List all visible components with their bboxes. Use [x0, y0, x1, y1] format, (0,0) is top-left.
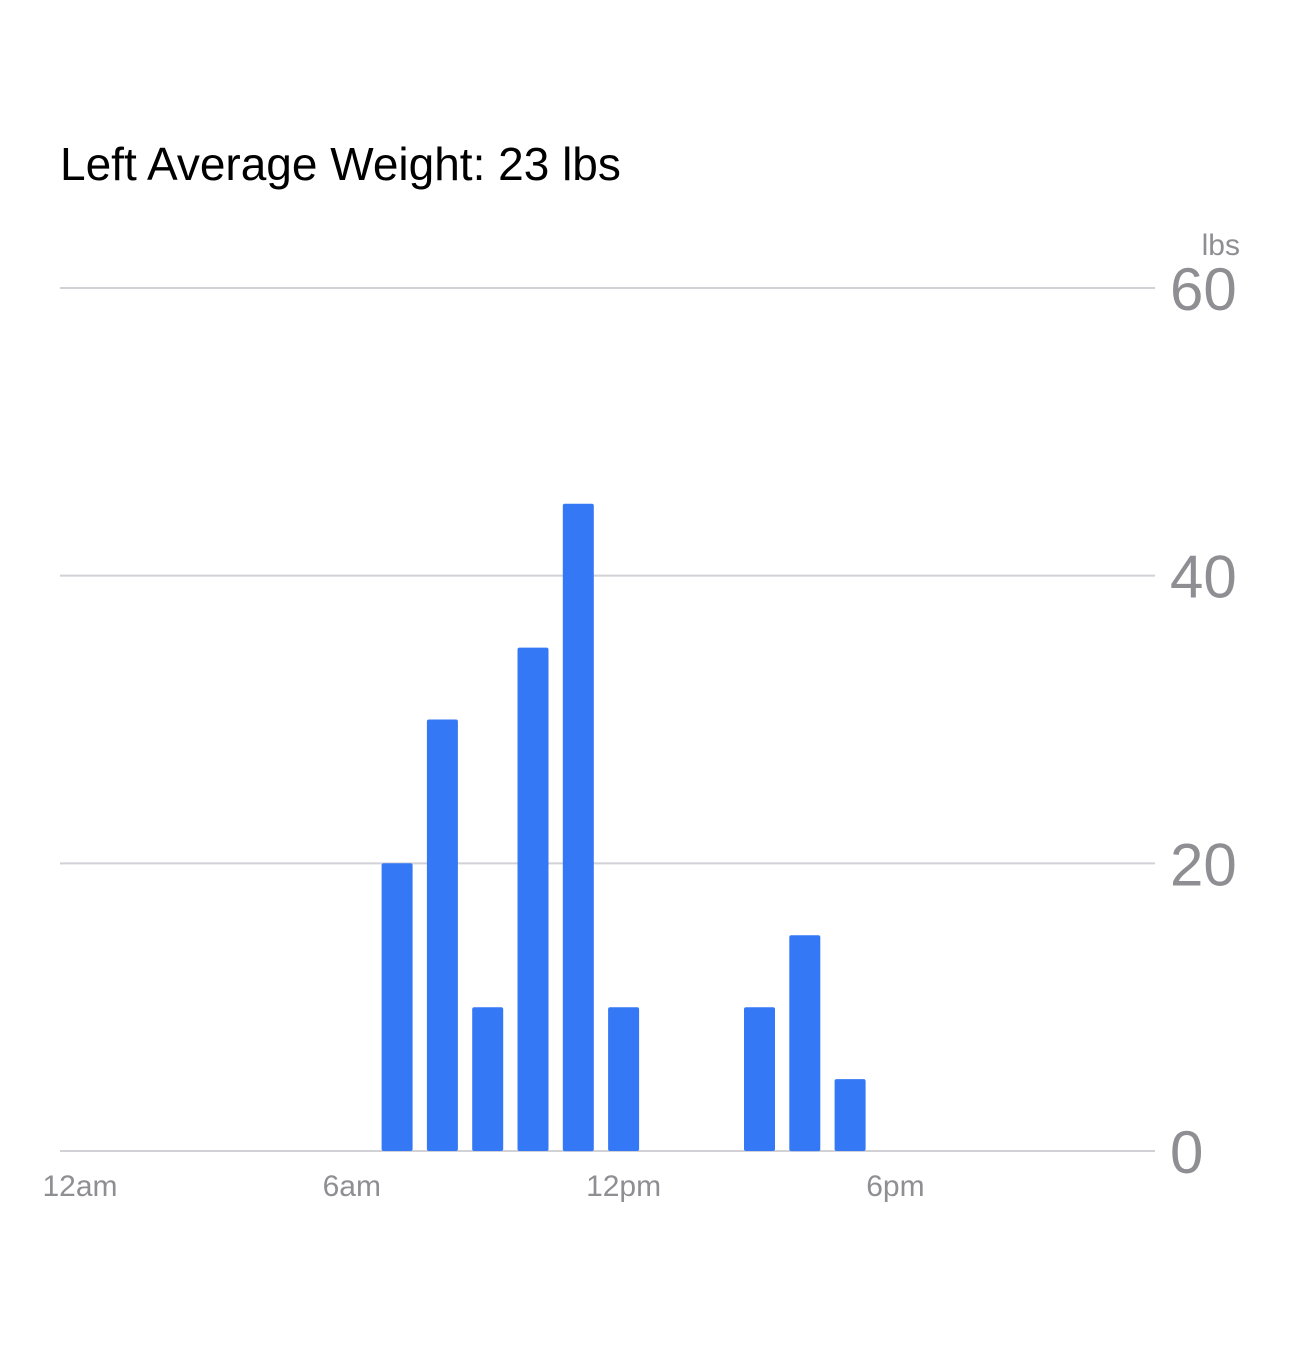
x-tick-label: 12am — [42, 1170, 117, 1203]
x-tick-label: 12pm — [586, 1170, 661, 1203]
chart-title: Left Average Weight: 23 lbs — [60, 138, 621, 190]
bar — [472, 1007, 504, 1151]
y-axis-ticks: 0 20 40 60 — [1170, 256, 1237, 1186]
y-tick-label: 60 — [1170, 256, 1237, 323]
bar — [789, 935, 821, 1152]
y-axis-unit-label: lbs — [1202, 229, 1240, 262]
bar — [608, 1007, 640, 1151]
y-tick-label: 40 — [1170, 544, 1237, 611]
bar — [744, 1007, 775, 1151]
bar — [517, 647, 549, 1151]
grid-lines — [60, 287, 1155, 1152]
bars — [381, 503, 866, 1152]
y-tick-label: 0 — [1170, 1119, 1203, 1186]
bar — [426, 719, 458, 1151]
bar — [562, 503, 594, 1152]
x-axis-ticks: 12am 6am 12pm 6pm — [42, 1170, 924, 1203]
x-tick-label: 6pm — [866, 1170, 924, 1203]
x-tick-label: 6am — [323, 1170, 381, 1203]
bar — [834, 1079, 866, 1151]
bar — [381, 863, 413, 1151]
y-tick-label: 20 — [1170, 831, 1237, 898]
